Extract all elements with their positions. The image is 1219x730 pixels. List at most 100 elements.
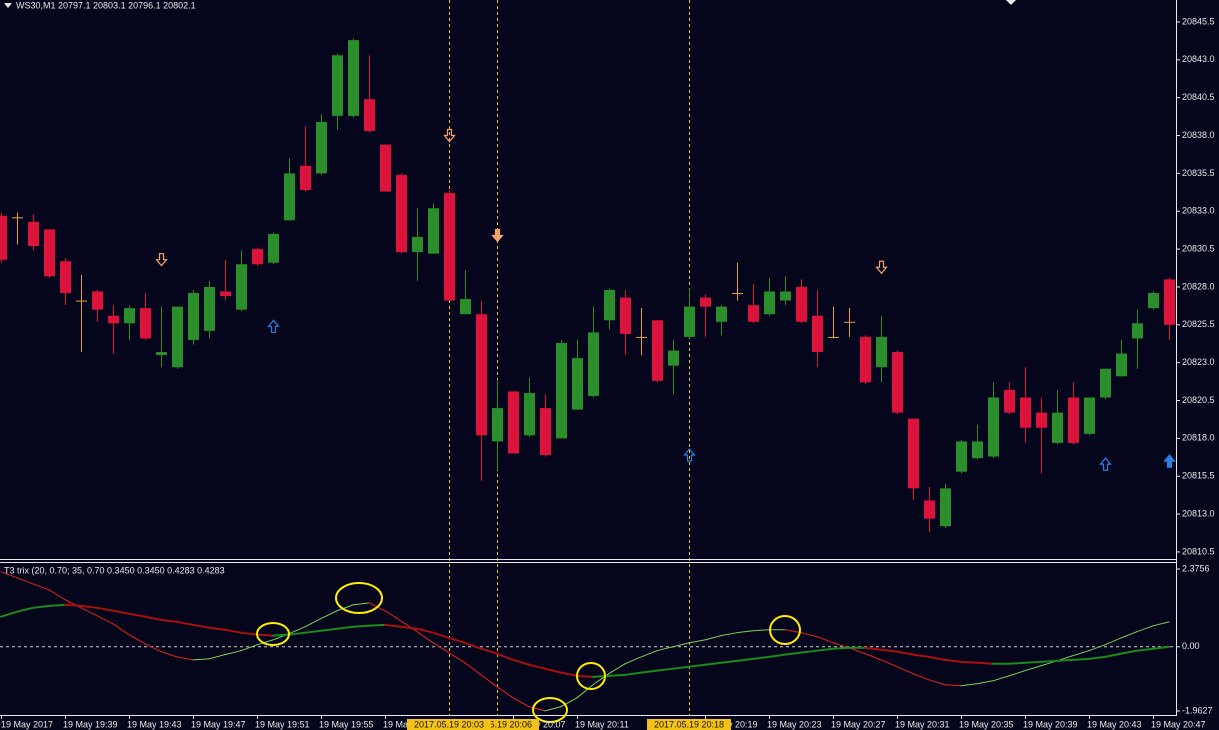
candle-body xyxy=(908,418,919,489)
crosshair-label: 2017.05.19 20:03 xyxy=(414,719,484,729)
annotation-circle xyxy=(256,622,290,646)
indicator-segment xyxy=(944,684,962,687)
candle-body xyxy=(220,291,231,297)
candle-body xyxy=(268,233,279,263)
indicator-segment xyxy=(224,628,242,634)
x-tick-label: 19 May 19:51 xyxy=(255,719,310,729)
indicator-segment xyxy=(384,623,402,628)
indicator-segment xyxy=(816,636,834,644)
y-tick-label: 20815.5 xyxy=(1182,471,1215,481)
candle-body xyxy=(860,336,871,383)
candle-body xyxy=(988,397,999,457)
x-tick-label: 19 May 19:47 xyxy=(191,719,246,729)
indicator-segment xyxy=(672,642,690,648)
candle-body xyxy=(396,174,407,253)
x-tick-label: 19 May 20:23 xyxy=(767,719,822,729)
plot-layer xyxy=(0,0,1176,716)
indicator-segment xyxy=(512,697,530,708)
indicator-segment xyxy=(544,706,562,712)
candle-body xyxy=(412,236,423,253)
indicator-segment xyxy=(480,647,498,655)
up-arrow xyxy=(683,448,696,462)
indicator-segment xyxy=(688,639,706,644)
indicator-segment xyxy=(16,577,34,585)
indicator-segment xyxy=(1152,645,1170,650)
indicator-segment xyxy=(544,667,562,674)
indicator-segment xyxy=(208,626,226,631)
down-arrow xyxy=(443,128,456,143)
candle-body xyxy=(1132,323,1143,339)
x-tick-label: 19 May 19:43 xyxy=(127,719,182,729)
indicator-segment xyxy=(256,639,274,646)
indicator-segment xyxy=(336,604,354,612)
collapse-icon xyxy=(4,3,12,8)
indicator-segment xyxy=(1040,659,1058,663)
candle-body xyxy=(572,358,583,410)
candle-body xyxy=(892,352,903,413)
indicator-segment xyxy=(128,612,146,618)
indicator-segment xyxy=(944,658,962,663)
indicator-segment xyxy=(336,625,354,630)
candle-body xyxy=(876,336,887,368)
indicator-segment xyxy=(160,651,178,658)
candle-body xyxy=(764,291,775,315)
indicator-segment xyxy=(1072,657,1090,661)
indicator-segment xyxy=(112,609,130,615)
indicator-segment xyxy=(656,646,674,652)
indicator-segment xyxy=(672,665,690,670)
down-arrow xyxy=(491,228,504,243)
candle-body xyxy=(1052,412,1063,443)
indicator-segment xyxy=(1152,621,1170,627)
candle-body xyxy=(284,173,295,221)
crosshair-label-box xyxy=(455,719,539,730)
indicator-segment xyxy=(608,673,626,677)
indicator-segment xyxy=(912,673,930,681)
indicator-segment xyxy=(528,663,546,670)
indicator-segment xyxy=(576,674,594,678)
candle-body xyxy=(460,299,471,315)
indicator-segment xyxy=(608,663,626,675)
indicator-segment xyxy=(768,653,786,658)
indicator-segment xyxy=(432,642,450,654)
indicator-segment xyxy=(144,643,162,653)
candle-body xyxy=(92,291,103,310)
indicator-segment xyxy=(976,661,994,665)
indicator-segment xyxy=(320,610,338,620)
indicator-segment xyxy=(896,666,914,675)
x-tick-label: 19 May 20:47 xyxy=(1151,719,1206,729)
candle-body xyxy=(140,308,151,339)
indicator-segment xyxy=(1008,670,1026,677)
y-tick-label: 20828.0 xyxy=(1182,281,1215,291)
y-tick-label: 0.00 xyxy=(1182,641,1200,651)
candle-body xyxy=(972,441,983,459)
indicator-segment xyxy=(288,626,306,635)
candle-body xyxy=(44,229,55,277)
indicator-segment xyxy=(640,650,658,658)
candle-body xyxy=(0,215,7,260)
indicator-segment xyxy=(32,604,50,609)
candle-body xyxy=(684,306,695,337)
candle-body xyxy=(428,208,439,254)
indicator-segment xyxy=(928,679,946,686)
indicator-segment xyxy=(352,624,370,628)
crosshair-label: 2017.05.19 20:06 xyxy=(462,719,532,729)
indicator-segment xyxy=(784,629,802,634)
candle-body xyxy=(604,289,615,321)
indicator-segment xyxy=(240,631,258,636)
indicator-segment xyxy=(48,589,66,601)
x-tick-label: 19 May 19:55 xyxy=(319,719,374,729)
indicator-segment xyxy=(912,653,930,658)
candle-body xyxy=(1084,397,1095,434)
indicator-segment xyxy=(16,606,34,613)
indicator-segment xyxy=(992,675,1010,682)
indicator-segment xyxy=(976,680,994,685)
indicator-segment xyxy=(560,697,578,708)
indicator-segment xyxy=(176,656,194,661)
indicator-segment xyxy=(736,657,754,662)
indicator-segment xyxy=(1104,637,1122,646)
indicator-segment xyxy=(1120,631,1138,639)
indicator-segment xyxy=(880,659,898,668)
indicator-segment xyxy=(880,648,898,653)
indicator-segment xyxy=(352,602,370,606)
indicator-segment xyxy=(896,650,914,656)
